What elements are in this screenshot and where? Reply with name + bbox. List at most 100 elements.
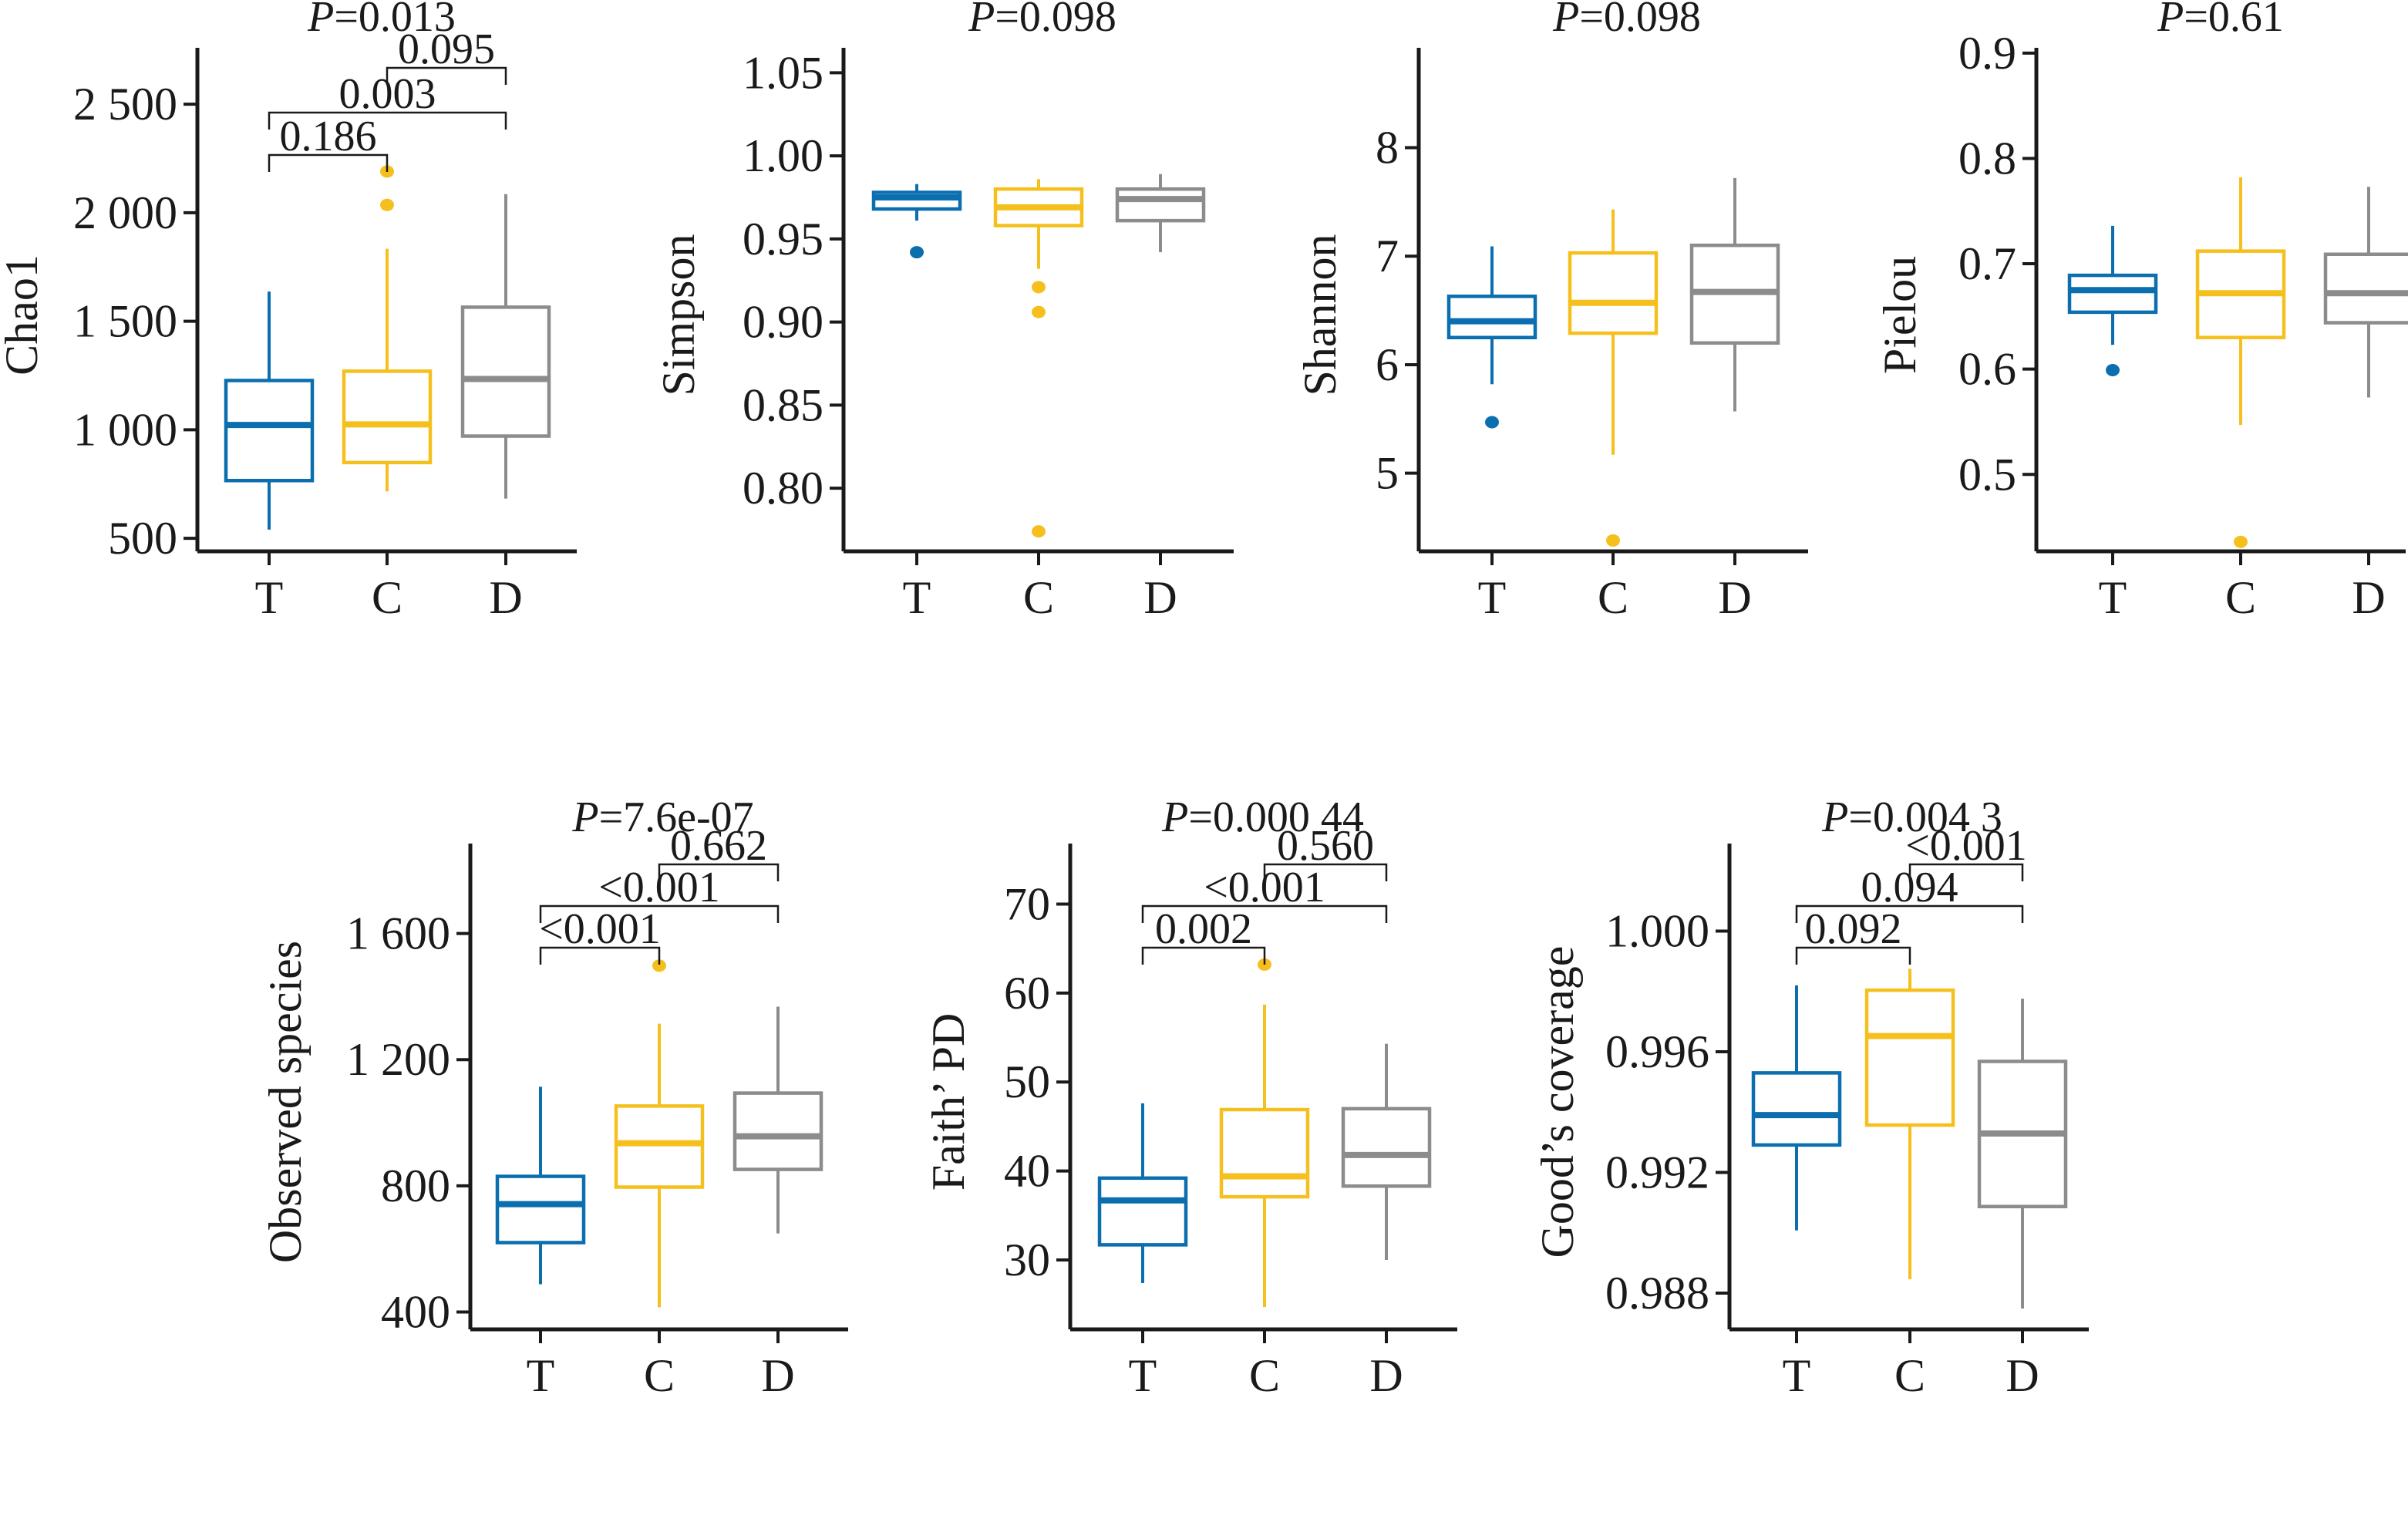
outlier-point (1606, 534, 1620, 547)
x-tick-label: D (1718, 572, 1751, 623)
box-C (1864, 968, 1955, 1280)
iqr-box (1219, 1107, 1310, 1199)
outlier-point (1485, 416, 1499, 429)
y-tick-label: 1 500 (73, 296, 177, 347)
significance-bracket (268, 153, 389, 172)
p-symbol: P (571, 793, 598, 841)
box-C (993, 179, 1084, 538)
p-value: =0.61 (2184, 0, 2284, 41)
x-tick-label: C (1598, 572, 1628, 623)
significance-bracket (1263, 863, 1388, 881)
outlier-point (652, 959, 666, 972)
comparison-T-C: 0.092 (1795, 905, 1911, 965)
p-symbol: P (1821, 793, 1848, 841)
panel-title: P=0.61 (2157, 0, 2284, 41)
significance-bracket (268, 111, 507, 130)
x-tick-label: D (489, 572, 522, 623)
p-value: =0.013 (334, 0, 456, 41)
outlier-point (1032, 525, 1046, 538)
x-tick-label: T (527, 1350, 555, 1401)
y-tick-label: 500 (108, 513, 177, 564)
x-tick-label: T (1783, 1350, 1811, 1401)
y-axis-label: Shannon (1295, 234, 1345, 396)
y-tick-label: 50 (1004, 1056, 1050, 1107)
p-symbol: P (1161, 793, 1188, 841)
y-tick-label: 1 600 (346, 908, 450, 959)
y-tick-label: 5 (1376, 448, 1399, 499)
y-tick-label: 6 (1376, 339, 1399, 390)
iqr-box (2323, 252, 2408, 325)
y-tick-label: 1 000 (73, 404, 177, 455)
x-tick-label: T (255, 572, 284, 623)
p-symbol: P (968, 0, 995, 41)
y-axis-label: Good’s coverage (1532, 946, 1583, 1258)
y-tick-label: 0.80 (743, 463, 823, 514)
iqr-box (460, 305, 551, 438)
significance-bracket (539, 904, 780, 923)
box-C (1568, 209, 1659, 547)
comparison-C-D: 0.560 (1263, 822, 1388, 881)
significance-bracket (1141, 904, 1388, 923)
y-tick-label: 70 (1004, 878, 1050, 929)
comparison-T-C: <0.001 (539, 905, 661, 965)
significance-label: <0.001 (1905, 822, 2027, 870)
x-tick-label: C (1894, 1350, 1925, 1401)
p-value: =0.098 (995, 0, 1116, 41)
box-D (733, 1006, 823, 1234)
x-tick-label: C (644, 1350, 675, 1401)
x-tick-label: C (1023, 572, 1054, 623)
iqr-box (495, 1174, 586, 1245)
iqr-box (1097, 1176, 1188, 1247)
p-value: =0.004 3 (1848, 793, 2002, 841)
panel-simpson: 0.80 0.85 0.90 0.95 1.00 1.05 T C D Simpson P=0.09… (653, 0, 1234, 623)
y-tick-label: 8 (1376, 122, 1399, 173)
box-C (342, 165, 433, 492)
significance-bracket (658, 863, 780, 881)
box-T (495, 1086, 586, 1285)
y-tick-label: 0.9 (1958, 28, 2016, 79)
significance-bracket (386, 66, 507, 85)
iqr-box (2067, 273, 2158, 315)
box-C (2195, 177, 2286, 548)
x-tick-label: D (1143, 572, 1177, 623)
panel-title: P=0.013 (307, 0, 456, 41)
significance-label: 0.092 (1805, 905, 1902, 953)
box-C (614, 959, 705, 1308)
box-T (2067, 225, 2158, 377)
x-tick-label: T (1129, 1350, 1157, 1401)
p-value: =0.000 44 (1188, 793, 1364, 841)
x-tick-label: T (903, 572, 931, 623)
panel-title: P=0.004 3 (1821, 793, 2002, 841)
box-T (1751, 985, 1842, 1231)
y-tick-label: 0.7 (1958, 238, 2016, 289)
significance-bracket (1141, 946, 1266, 965)
iqr-box (1864, 988, 1955, 1127)
iqr-box (1446, 295, 1537, 340)
significance-label: 0.095 (398, 25, 495, 73)
panel-title: P=7.6e-07 (571, 793, 753, 841)
iqr-box (1115, 187, 1206, 223)
x-tick-label: D (761, 1350, 794, 1401)
x-tick-label: D (2006, 1350, 2039, 1401)
p-symbol: P (1552, 0, 1579, 41)
y-tick-label: 0.95 (743, 214, 823, 264)
panel-shannon: 5 6 7 8 T C D Shannon P=0.098 (1295, 0, 1808, 623)
y-tick-label: 0.85 (743, 379, 823, 430)
p-value: =7.6e-07 (599, 793, 754, 841)
comparison-T-C: 0.002 (1141, 905, 1266, 965)
comparison-C-D: <0.001 (1905, 822, 2027, 881)
y-tick-label: 0.5 (1958, 449, 2016, 500)
y-tick-label: 0.6 (1958, 344, 2016, 395)
y-tick-label: 0.996 (1605, 1026, 1709, 1077)
significance-bracket (539, 946, 661, 965)
panel-good-s-coverage: 0.988 0.992 0.996 1.000 T C D Good’s coverage P=… (1532, 793, 2089, 1401)
outlier-point (380, 198, 394, 211)
y-tick-label: 0.90 (743, 297, 823, 348)
comparison-C-D: 0.662 (658, 822, 780, 881)
iqr-box (733, 1091, 823, 1171)
p-value: =0.098 (1579, 0, 1701, 41)
significance-bracket (1795, 946, 1911, 965)
box-D (2323, 187, 2408, 398)
y-tick-label: 60 (1004, 968, 1050, 1019)
y-tick-label: 1.00 (743, 130, 823, 181)
